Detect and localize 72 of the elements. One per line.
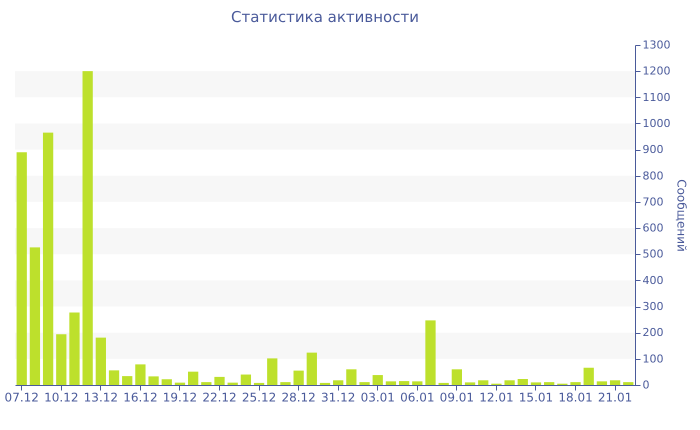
bar <box>570 382 581 385</box>
y-tick-label: 400 <box>642 274 664 287</box>
bar <box>464 382 476 385</box>
bar <box>293 370 304 385</box>
x-tick-label: 22.12 <box>202 390 237 404</box>
x-tick-label: 06.01 <box>400 390 434 404</box>
y-axis-title: Сообщений <box>674 179 688 252</box>
bar <box>306 352 317 385</box>
bar <box>478 380 488 385</box>
y-tick-label: 1000 <box>642 116 670 130</box>
x-tick-label: 12.01 <box>479 390 514 404</box>
bar <box>69 312 80 385</box>
bar <box>412 381 422 385</box>
x-tick-label: 28.12 <box>281 390 316 404</box>
y-tick-label: 100 <box>642 352 664 366</box>
bar <box>518 378 528 385</box>
bar <box>386 381 396 385</box>
bar <box>56 334 66 385</box>
x-tick-label: 21.01 <box>598 390 632 404</box>
x-tick-label: 09.01 <box>440 390 474 404</box>
bar <box>584 368 594 385</box>
y-tick-label: 0 <box>642 378 650 392</box>
x-tick-label: 19.12 <box>162 390 198 404</box>
bar <box>16 152 27 385</box>
bar <box>544 382 554 385</box>
bar <box>201 382 212 385</box>
bar <box>122 376 132 385</box>
x-tick-label: 31.12 <box>321 390 356 404</box>
y-tick-label: 200 <box>642 326 664 340</box>
bar <box>42 132 54 385</box>
x-tick-label: 03.01 <box>360 390 395 404</box>
chart-title: Статистика активности <box>231 8 419 26</box>
bar <box>135 364 146 385</box>
x-tick-label: 07.12 <box>4 390 39 404</box>
x-tick-label: 13.12 <box>84 390 118 404</box>
bar <box>162 379 172 385</box>
bar <box>452 369 462 385</box>
x-tick-label: 10.12 <box>44 390 78 404</box>
bar <box>504 380 515 385</box>
y-tick-label: 600 <box>642 222 664 235</box>
bar <box>610 380 620 385</box>
bar <box>30 247 40 385</box>
bar <box>333 380 344 385</box>
bar <box>346 369 357 385</box>
x-tick-label: 25.12 <box>242 390 276 404</box>
bar <box>82 71 93 385</box>
x-tick-label: 18.01 <box>558 390 593 404</box>
bar <box>108 370 120 385</box>
bar <box>267 358 278 385</box>
bar <box>148 376 159 385</box>
y-tick-label: 1100 <box>642 90 670 104</box>
bar <box>398 381 410 385</box>
y-tick-label: 900 <box>642 143 664 156</box>
bar <box>596 381 608 385</box>
bar <box>240 374 252 385</box>
bar <box>280 382 291 385</box>
x-tick-label: 15.01 <box>518 390 554 404</box>
y-tick-label: 700 <box>642 195 664 208</box>
y-tick-label: 300 <box>642 300 664 314</box>
bar <box>214 376 225 385</box>
x-tick-label: 16.12 <box>123 390 158 404</box>
bar <box>425 320 436 385</box>
bar <box>372 375 383 385</box>
bar <box>359 382 370 385</box>
bar <box>623 382 634 385</box>
bar <box>96 338 106 385</box>
y-tick-label: 800 <box>642 169 664 182</box>
bar <box>530 382 542 385</box>
bar <box>188 372 198 385</box>
y-tick-label: 1300 <box>642 38 670 52</box>
y-tick-label: 1200 <box>642 64 670 78</box>
y-tick-label: 500 <box>642 248 664 261</box>
